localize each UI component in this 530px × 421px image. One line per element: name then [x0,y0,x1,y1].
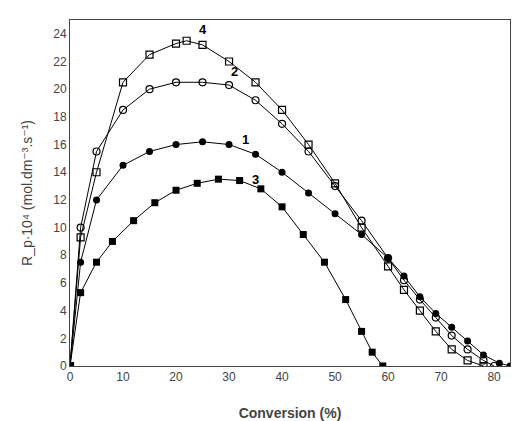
svg-text:18: 18 [53,110,67,124]
svg-text:14: 14 [53,165,67,179]
svg-text:70: 70 [434,370,448,384]
svg-text:8: 8 [60,248,67,262]
svg-text:20: 20 [53,82,67,96]
svg-text:2: 2 [231,64,238,79]
svg-text:20: 20 [169,370,183,384]
svg-text:Conversion (%): Conversion (%) [239,405,342,421]
svg-text:1: 1 [242,132,249,147]
svg-text:R_p·10⁴ (mol.dm⁻³.s⁻¹): R_p·10⁴ (mol.dm⁻³.s⁻¹) [19,120,35,266]
svg-text:6: 6 [60,276,67,290]
svg-text:4: 4 [199,22,207,37]
svg-text:30: 30 [222,370,236,384]
svg-text:0: 0 [60,359,67,373]
svg-text:80: 80 [487,370,501,384]
svg-text:3: 3 [252,172,259,187]
svg-text:2: 2 [60,332,67,346]
svg-text:10: 10 [116,370,130,384]
svg-text:60: 60 [381,370,395,384]
svg-text:16: 16 [53,138,67,152]
svg-text:0: 0 [67,370,74,384]
svg-text:24: 24 [53,27,67,41]
svg-text:50: 50 [328,370,342,384]
svg-text:10: 10 [53,221,67,235]
svg-text:40: 40 [275,370,289,384]
svg-text:12: 12 [53,193,67,207]
svg-text:4: 4 [60,304,67,318]
svg-text:22: 22 [53,55,67,69]
